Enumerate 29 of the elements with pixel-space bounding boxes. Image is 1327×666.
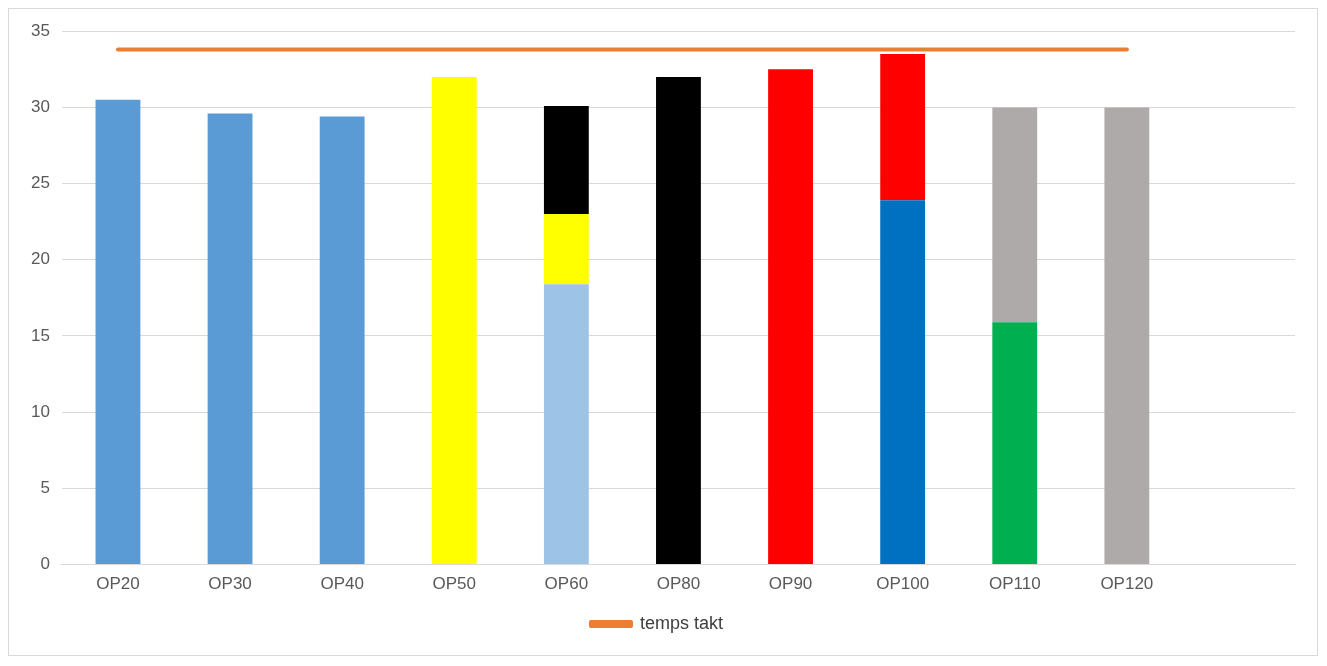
bar: [543, 284, 589, 565]
x-tick-label: OP30: [208, 574, 252, 594]
bar: [992, 322, 1038, 565]
bar: [992, 107, 1038, 323]
bar: [543, 105, 589, 215]
y-tick-label: 0: [40, 554, 50, 574]
bar: [319, 116, 365, 565]
bar: [207, 113, 253, 565]
bar: [95, 99, 141, 565]
y-tick-label: 25: [30, 173, 50, 193]
bar: [543, 214, 589, 285]
x-tick-label: OP50: [432, 574, 476, 594]
x-tick-label: OP100: [876, 574, 930, 594]
x-tick-label: OP60: [544, 574, 589, 594]
y-tick-label: 30: [30, 97, 50, 117]
x-tick-label: OP40: [320, 574, 364, 594]
y-tick-label: 5: [40, 478, 50, 498]
bar: [880, 54, 926, 201]
x-tick-label: OP80: [656, 574, 701, 594]
bar: [880, 200, 926, 565]
x-tick-label: OP110: [988, 574, 1041, 594]
x-tick-label: OP90: [768, 574, 813, 594]
y-tick-label: 10: [30, 401, 50, 421]
y-tick-label: 20: [30, 249, 50, 269]
y-tick-label: 35: [30, 20, 50, 40]
y-tick-label: 15: [30, 325, 50, 345]
legend-label: temps takt: [639, 612, 724, 633]
x-tick-label: OP120: [1100, 574, 1154, 594]
x-tick-label: OP20: [96, 574, 140, 594]
